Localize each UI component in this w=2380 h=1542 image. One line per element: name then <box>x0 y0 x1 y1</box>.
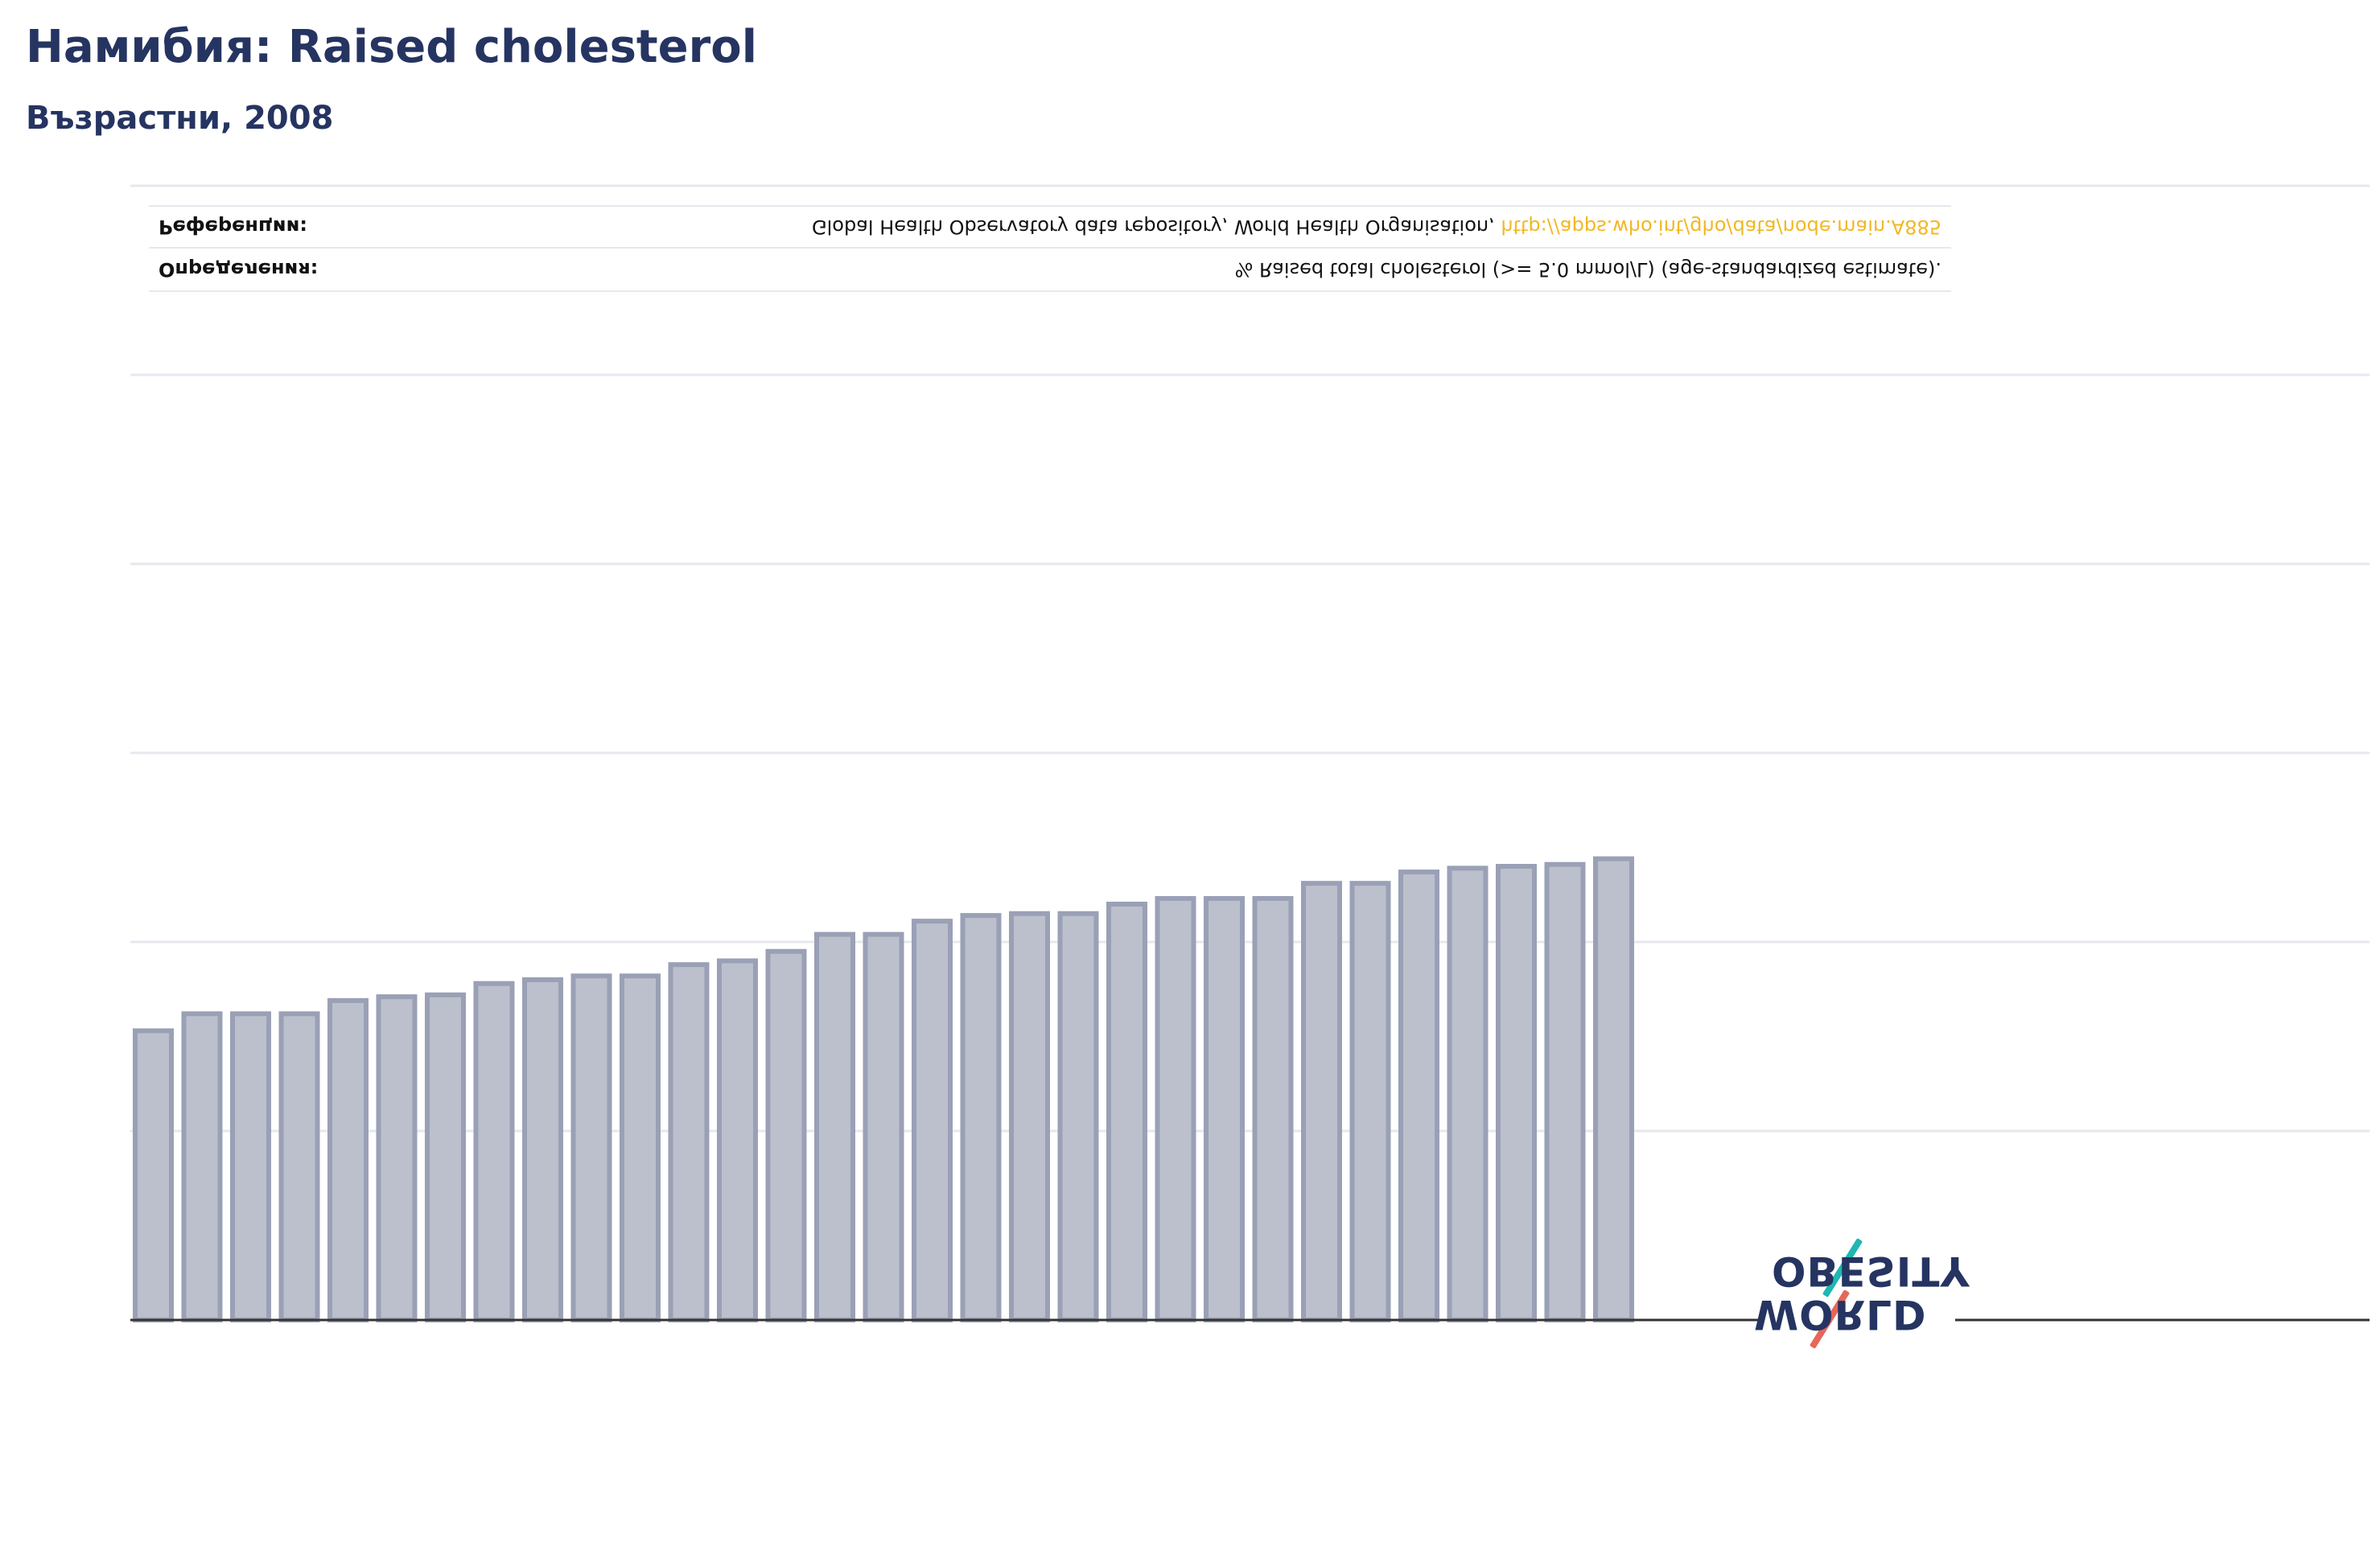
bar <box>1155 895 1196 1322</box>
reference-row: Референции: Global Health Observatory da… <box>149 205 1951 249</box>
bar <box>1447 866 1489 1322</box>
reference-text: Global Health Observatory data repositor… <box>812 216 1501 238</box>
bar <box>376 994 418 1323</box>
chart-subtitle: Възрастни, 2008 <box>26 100 334 137</box>
info-table: Определения: % Raised total cholesterol … <box>149 205 1951 292</box>
bar <box>425 992 466 1323</box>
logo-word-obesity: OBESITY <box>1772 1248 1970 1294</box>
reference-label: Референции: <box>159 216 308 238</box>
gridlines <box>130 184 2370 1133</box>
bars <box>133 856 1634 1323</box>
bar <box>668 962 710 1322</box>
bar <box>1204 895 1245 1322</box>
world-obesity-logo: WORLD OBESITY <box>1754 1235 1970 1349</box>
bar <box>230 1011 271 1323</box>
reference-value: Global Health Observatory data repositor… <box>641 216 1941 238</box>
bar <box>522 977 563 1322</box>
bar <box>327 997 369 1322</box>
bar <box>863 931 904 1322</box>
bar <box>912 919 953 1323</box>
bar <box>1252 895 1294 1322</box>
bar <box>570 973 612 1323</box>
bar <box>278 1011 320 1323</box>
bar <box>1398 870 1439 1323</box>
bar <box>717 958 758 1322</box>
bar <box>1301 881 1342 1322</box>
bar <box>620 973 661 1323</box>
bar <box>765 948 807 1322</box>
bar <box>1009 911 1050 1322</box>
logo-word-world: WORLD <box>1754 1291 1927 1338</box>
definition-label: Определения: <box>159 258 319 281</box>
bar <box>960 913 1002 1322</box>
bar <box>1057 911 1099 1322</box>
definition-row: Определения: % Raised total cholesterol … <box>149 249 1951 292</box>
bar <box>1106 902 1147 1322</box>
bar <box>1349 881 1391 1322</box>
bar <box>1544 861 1586 1322</box>
bar <box>181 1011 223 1323</box>
reference-link[interactable]: http://apps.who.int/gho/data/node.main.A… <box>1501 216 1941 238</box>
chart-title: Намибия: Raised cholesterol <box>26 21 757 73</box>
bar <box>814 931 855 1322</box>
bar <box>1496 864 1537 1322</box>
definition-value: % Raised total cholesterol (>= 5.0 mmol/… <box>1234 258 1941 281</box>
bar <box>473 981 515 1322</box>
bar <box>133 1028 174 1322</box>
bar <box>1593 856 1634 1322</box>
